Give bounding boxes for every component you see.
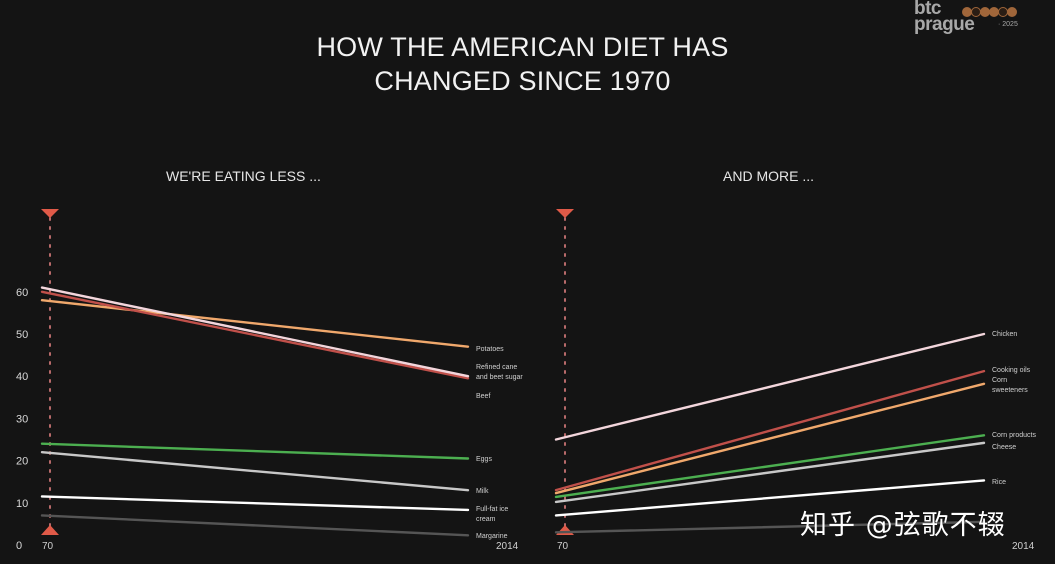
series-line-margarine bbox=[40, 514, 470, 537]
y-tick-label: 0 bbox=[16, 540, 22, 552]
series-line-cheese bbox=[554, 441, 986, 504]
panel-title-less: WE'RE EATING LESS ... bbox=[166, 168, 321, 184]
series-line-beef bbox=[40, 286, 470, 378]
series-line-chicken bbox=[554, 332, 986, 441]
series-line-milk bbox=[40, 450, 470, 492]
x-tick-label: 2014 bbox=[1012, 541, 1035, 552]
y-tick-label: 30 bbox=[16, 413, 28, 425]
series-label: Eggs bbox=[476, 456, 492, 463]
series-label: Cooking oils bbox=[992, 367, 1031, 374]
series-line-cooking-oils bbox=[554, 369, 986, 492]
series-label: Rice bbox=[992, 479, 1006, 486]
y-tick-label: 10 bbox=[16, 498, 28, 510]
series-line-yogurt bbox=[554, 520, 986, 534]
series-label: Cheese bbox=[992, 444, 1016, 451]
series-line-eggs bbox=[40, 442, 470, 460]
series-line-full-fat-ice-cream bbox=[40, 495, 470, 512]
title-line-2: CHANGED SINCE 1970 bbox=[374, 66, 671, 96]
series-label: Corn products bbox=[992, 432, 1036, 439]
logo-dots-icon bbox=[962, 4, 1017, 22]
series-label: Corn bbox=[992, 377, 1007, 384]
down-triangle-marker-icon bbox=[556, 209, 574, 218]
x-tick-label: 70 bbox=[557, 541, 569, 552]
series-label: Potatoes bbox=[476, 346, 504, 353]
series-label: sweeteners bbox=[992, 387, 1028, 394]
series-label: and beet sugar bbox=[476, 374, 523, 381]
series-label: Milk bbox=[476, 488, 489, 495]
up-triangle-marker-icon bbox=[41, 525, 59, 535]
page-title: HOW THE AMERICAN DIET HAS CHANGED SINCE … bbox=[0, 30, 1045, 98]
series-label: Chicken bbox=[992, 331, 1017, 338]
series-label: Refined cane bbox=[476, 364, 517, 371]
up-triangle-marker-icon bbox=[556, 525, 574, 535]
series-label: cream bbox=[476, 516, 496, 523]
panel-title-more: AND MORE ... bbox=[723, 168, 815, 184]
y-tick-label: 20 bbox=[16, 456, 28, 468]
x-tick-label: 70 bbox=[42, 541, 54, 552]
series-label: Full-fat ice bbox=[476, 506, 508, 513]
series-line-corn-products bbox=[554, 434, 986, 499]
series-label: Margarine bbox=[476, 533, 508, 540]
watermark: 知乎 @弦歌不辍 bbox=[800, 510, 1006, 541]
y-tick-label: 40 bbox=[16, 371, 28, 383]
series-line-potatoes bbox=[40, 299, 470, 348]
logo-year: · 2025 bbox=[998, 21, 1018, 28]
series-line-corn-sweeteners bbox=[554, 382, 986, 495]
down-triangle-marker-icon bbox=[41, 209, 59, 218]
series-line-refined-cane-and-beet-sugar bbox=[40, 290, 470, 380]
logo-line-1: btc bbox=[914, 0, 942, 19]
logo-line-2: prague bbox=[914, 14, 975, 35]
y-tick-label: 50 bbox=[16, 329, 28, 341]
series-label: Beef bbox=[476, 393, 490, 400]
title-line-1: HOW THE AMERICAN DIET HAS bbox=[316, 32, 729, 62]
series-line-rice bbox=[554, 479, 986, 517]
y-tick-label: 60 bbox=[16, 287, 28, 299]
btc-prague-logo: btc prague · 2025 bbox=[914, 0, 1055, 40]
x-tick-label: 2014 bbox=[496, 541, 519, 552]
